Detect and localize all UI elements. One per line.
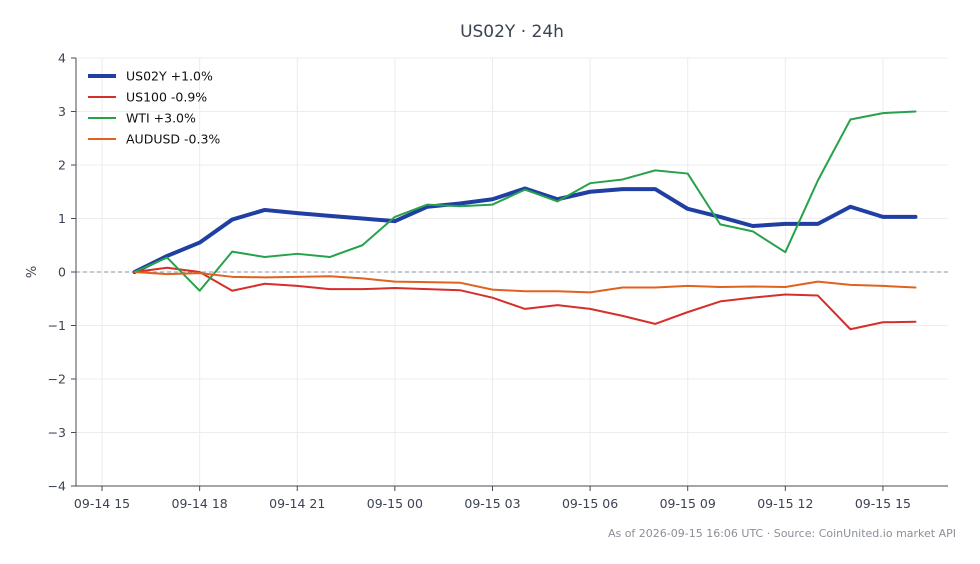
y-tick-label: −1 [48, 318, 66, 333]
y-tick-label: −4 [48, 479, 66, 494]
x-tick-label: 09-15 06 [562, 496, 618, 511]
footer-note: As of 2026-09-15 16:06 UTC · Source: Coi… [608, 527, 956, 540]
y-tick-label: −2 [48, 372, 66, 387]
x-tick-label: 09-14 21 [269, 496, 325, 511]
y-tick-label: 3 [58, 104, 66, 119]
series-line-2 [133, 110, 917, 292]
x-axis-ticks: 09-14 15 09-14 18 09-14 21 09-15 00 09-15 03… [74, 486, 911, 511]
legend: US02Y +1.0% US100 -0.9% WTI +3.0% AUDUSD -0… [88, 69, 220, 147]
x-tick-label: 09-15 09 [660, 496, 716, 511]
legend-label: AUDUSD -0.3% [126, 132, 220, 147]
series-line-1 [133, 266, 917, 331]
y-tick-label: 1 [58, 211, 66, 226]
series-line-3 [133, 271, 917, 294]
series-lines [132, 110, 918, 331]
y-axis-ticks: 4 3 2 1 0 −1 −2 −3 −4 [48, 51, 76, 494]
x-tick-label: 09-14 15 [74, 496, 130, 511]
chart-title: US02Y · 24h [460, 22, 564, 42]
legend-label: US02Y +1.0% [126, 69, 213, 84]
y-tick-label: 0 [58, 265, 66, 280]
legend-label: US100 -0.9% [126, 90, 207, 105]
y-tick-label: −3 [48, 425, 66, 440]
legend-label: WTI +3.0% [126, 111, 196, 126]
y-axis-label: % [25, 266, 40, 278]
x-tick-label: 09-15 12 [757, 496, 813, 511]
x-tick-label: 09-14 18 [172, 496, 228, 511]
x-tick-label: 09-15 00 [367, 496, 423, 511]
y-tick-label: 4 [58, 51, 66, 66]
x-tick-label: 09-15 15 [855, 496, 911, 511]
x-tick-label: 09-15 03 [464, 496, 520, 511]
y-tick-label: 2 [58, 158, 66, 173]
series-line-0 [132, 186, 918, 274]
